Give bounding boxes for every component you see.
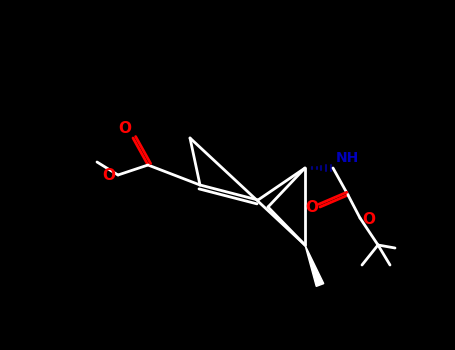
Text: O: O [362,211,375,226]
Text: O: O [305,201,318,216]
Polygon shape [305,245,324,286]
Text: O: O [102,168,115,183]
Text: NH: NH [336,151,359,165]
Text: O: O [118,121,131,136]
